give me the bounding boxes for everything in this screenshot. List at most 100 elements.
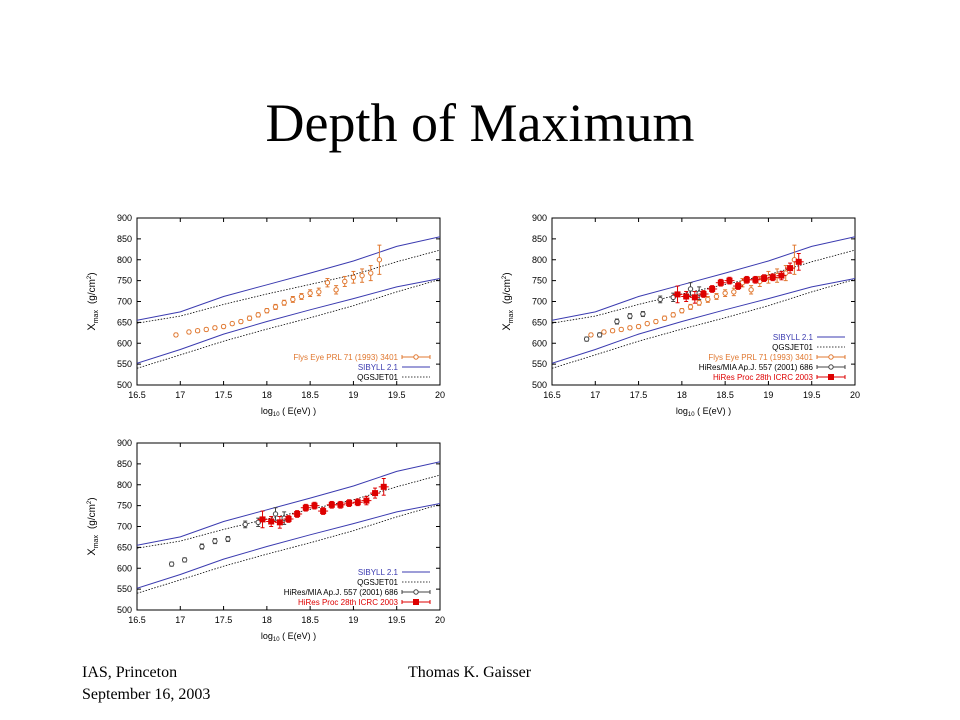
qgsjet-proton-curve (137, 249, 440, 324)
data-point (181, 557, 188, 563)
data-point (731, 289, 737, 295)
qgsjet-proton-curve (552, 249, 855, 324)
data-point (363, 497, 370, 504)
legend-label: QGSJET01 (772, 343, 813, 352)
data-point (640, 311, 646, 317)
data-point (376, 257, 383, 263)
y-tick-label: 650 (117, 542, 132, 552)
legend-label: HiRes Proc 28th ICRC 2003 (713, 373, 814, 382)
y-tick-label: 800 (117, 255, 132, 265)
data-point (735, 283, 742, 290)
data-point (281, 300, 287, 306)
data-point (609, 328, 616, 334)
data-point (653, 318, 659, 325)
data-point (298, 293, 305, 300)
legend-label: HiRes/MIA Ap.J. 557 (2001) 686 (699, 363, 814, 372)
series-flys (588, 244, 798, 338)
sibyll-proton-curve (137, 461, 440, 546)
y-tick-label: 750 (117, 276, 132, 286)
data-point (212, 325, 218, 331)
legend-marker (828, 354, 834, 360)
y-axis-label: Xmax(g/cm2) (86, 272, 100, 330)
data-point (359, 272, 365, 279)
data-point (769, 274, 776, 281)
x-tick-label: 18 (262, 390, 272, 400)
legend-label: QGSJET01 (357, 373, 398, 382)
series-flys (173, 244, 383, 338)
data-point (583, 336, 590, 342)
data-point (229, 320, 235, 327)
data-point (778, 272, 785, 279)
x-axis-label: log10 ( E(eV) ) (676, 406, 731, 418)
x-tick-label: 18 (262, 615, 272, 625)
x-tick-label: 20 (435, 615, 445, 625)
data-point (644, 320, 650, 327)
data-point (601, 329, 607, 335)
x-tick-label: 17 (175, 615, 185, 625)
data-point (307, 290, 313, 296)
data-point (722, 290, 728, 296)
y-tick-label: 500 (117, 380, 132, 390)
data-point (709, 285, 716, 292)
data-point (302, 504, 309, 511)
data-point (588, 332, 594, 338)
x-tick-label: 20 (850, 390, 860, 400)
x-tick-label: 17.5 (630, 390, 648, 400)
y-tick-label: 850 (117, 459, 132, 469)
legend-label: HiRes Proc 28th ICRC 2003 (298, 598, 399, 607)
x-tick-label: 19.5 (388, 390, 406, 400)
data-point (679, 307, 685, 314)
legend-label: QGSJET01 (357, 578, 398, 587)
y-tick-label: 550 (532, 359, 547, 369)
y-tick-label: 750 (532, 276, 547, 286)
x-tick-label: 18.5 (301, 615, 319, 625)
legend-label: HiRes/MIA Ap.J. 557 (2001) 686 (284, 588, 399, 597)
legend-label: SIBYLL 2.1 (773, 333, 814, 342)
data-point (173, 332, 179, 338)
y-tick-label: 700 (532, 297, 547, 307)
slide-title: Depth of Maximum (265, 93, 695, 153)
data-point (316, 289, 322, 295)
y-tick-label: 800 (117, 480, 132, 490)
data-point (661, 315, 668, 321)
series-mia (583, 282, 702, 342)
x-tick-label: 19 (348, 615, 358, 625)
legend-label: Flys Eye PRL 71 (1993) 3401 (708, 353, 813, 362)
y-tick-label: 600 (532, 338, 547, 348)
data-point (372, 490, 379, 497)
sibyll-iron-curve (552, 278, 855, 364)
data-point (726, 277, 733, 284)
model-curves (137, 236, 440, 369)
series-hires (257, 477, 389, 529)
x-tick-label: 17.5 (215, 390, 233, 400)
data-point (337, 501, 344, 508)
data-point (290, 296, 296, 303)
data-point (635, 323, 642, 330)
data-point (687, 304, 694, 310)
legend-marker (413, 589, 419, 595)
model-curves (137, 461, 440, 594)
data-point (194, 328, 201, 334)
data-point (212, 538, 218, 544)
x-tick-label: 19.5 (388, 615, 406, 625)
x-tick-label: 16.5 (543, 390, 561, 400)
data-point (320, 508, 327, 515)
data-point (346, 500, 353, 507)
chart-combined: 16.5 17 17.5 18 18.5 19 19.5 20 500 550 600 650 700 7… (501, 213, 860, 418)
y-tick-label: 550 (117, 359, 132, 369)
data-point (220, 323, 227, 330)
data-point (276, 519, 283, 526)
data-point (264, 307, 270, 314)
x-tick-label: 16.5 (128, 390, 146, 400)
data-point (350, 274, 357, 280)
data-point (683, 293, 690, 300)
y-tick-label: 850 (117, 234, 132, 244)
data-point (246, 315, 253, 321)
x-axis-label: log10 ( E(eV) ) (261, 406, 316, 418)
data-point (272, 511, 279, 517)
x-tick-label: 17 (590, 390, 600, 400)
y-tick-label: 650 (532, 317, 547, 327)
y-tick-label: 600 (117, 338, 132, 348)
data-point (380, 483, 387, 490)
